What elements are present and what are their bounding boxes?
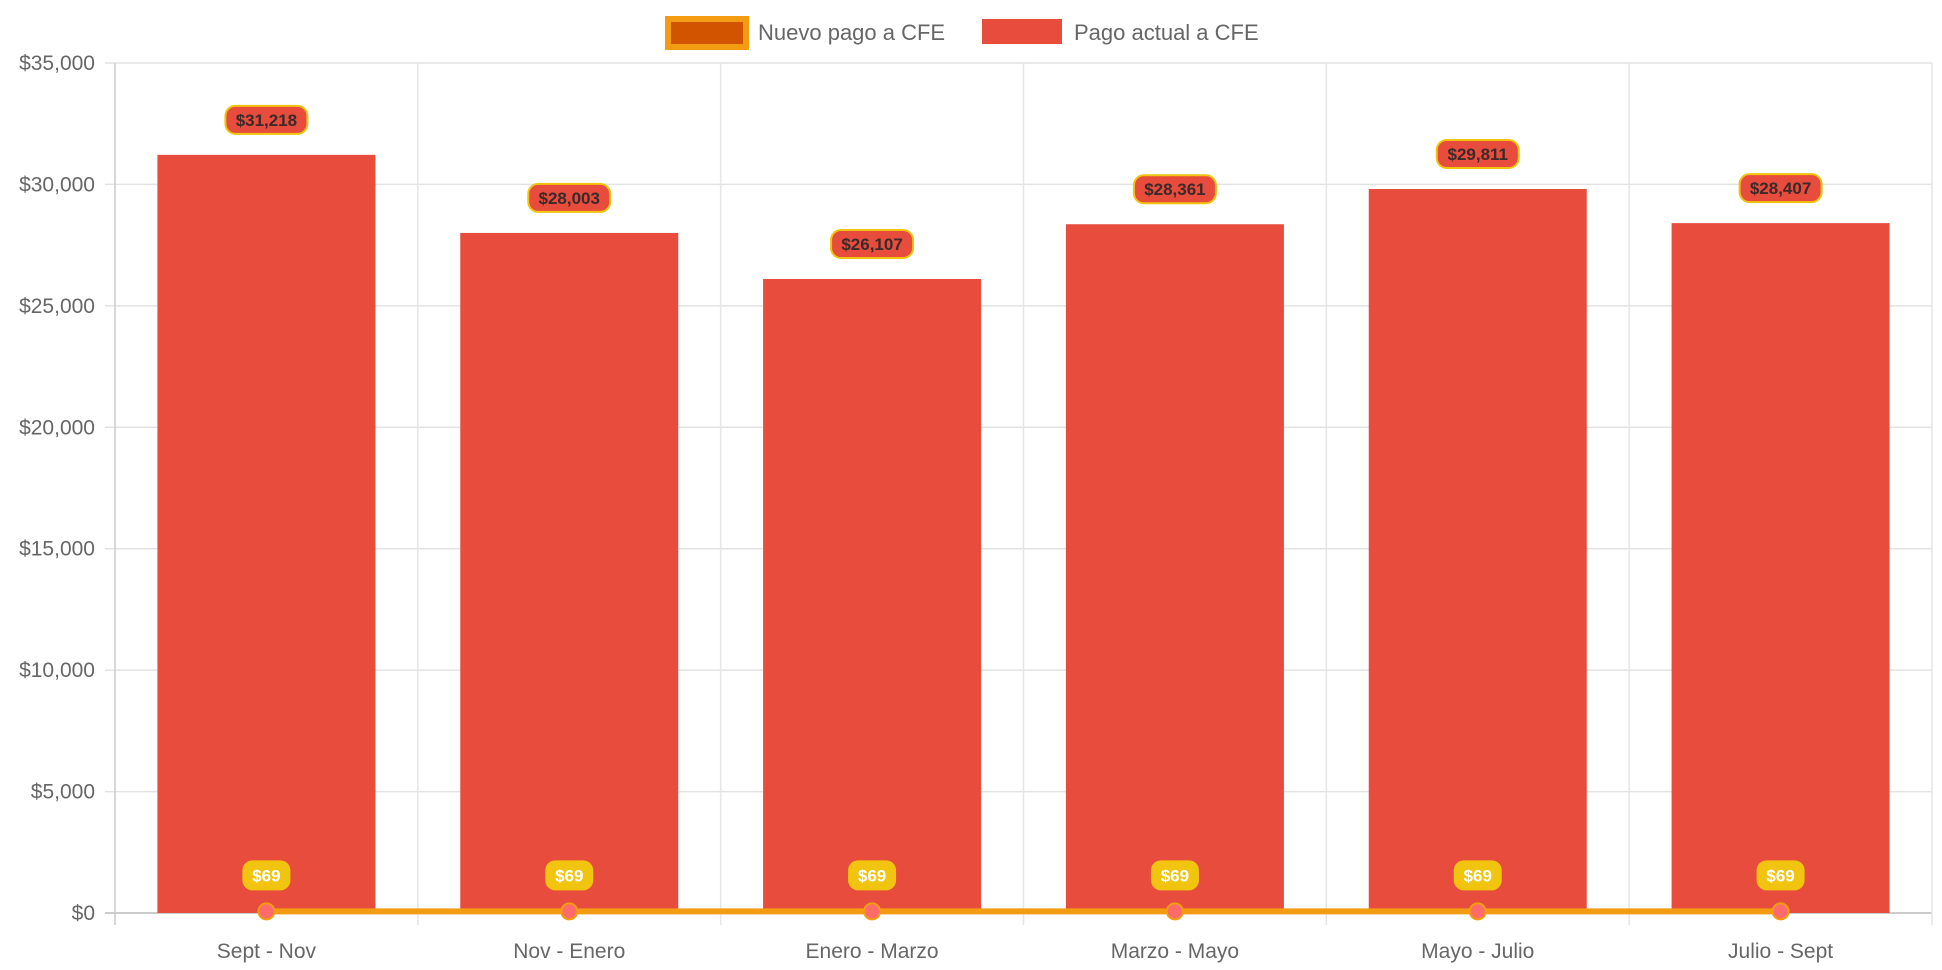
x-tick-label: Enero - Marzo: [806, 940, 939, 963]
line-value-label: $69: [858, 866, 886, 885]
line-point: [560, 902, 579, 921]
line-point: [1468, 902, 1487, 921]
line-value-label: $69: [252, 866, 280, 885]
line-point: [257, 902, 276, 921]
bar: [460, 232, 679, 914]
bar-value-label: $28,407: [1750, 179, 1811, 198]
y-tick-label: $5,000: [31, 781, 95, 804]
bar-value-label: $31,218: [236, 111, 297, 130]
line-point: [1165, 902, 1184, 921]
y-tick-label: $0: [72, 902, 95, 925]
x-tick-label: Mayo - Julio: [1421, 940, 1534, 963]
y-axis: $0 $5,000 $10,000 $15,000 $20,000 $25,000 $30,…: [19, 52, 95, 925]
bar-value-label: $28,003: [539, 189, 600, 208]
y-tick-label: $35,000: [19, 52, 95, 75]
bar-label-badge: [527, 182, 612, 213]
bar-value-label: $29,811: [1447, 145, 1508, 164]
bar-label-badge: [1738, 173, 1823, 204]
bar: [1065, 224, 1284, 914]
legend-swatch-nuevo-pago: [665, 16, 749, 50]
line-label-badge: [848, 860, 897, 891]
legend-label-nuevo-pago: Nuevo pago a CFE: [758, 20, 945, 45]
y-tick-label: $15,000: [19, 538, 95, 561]
x-tick-label: Sept - Nov: [217, 940, 317, 963]
legend-item-pago-actual[interactable]: Pago actual a CFE: [982, 19, 1259, 45]
line-series: [257, 902, 1790, 921]
bar-value-label: $26,107: [841, 235, 902, 254]
line-label-badge: [1150, 860, 1199, 891]
line-label-badge: [545, 860, 594, 891]
data-labels: $31,218 $28,003 $26,107 $28,361 $29,811 $28,4…: [224, 104, 1823, 891]
bar: [763, 278, 982, 913]
grid: [105, 62, 1933, 925]
y-tick-label: $25,000: [19, 295, 95, 318]
line-point: [863, 902, 882, 921]
line-value-label: $69: [555, 866, 583, 885]
bar-value-label: $28,361: [1144, 180, 1205, 199]
legend-swatch-pago-actual: [982, 19, 1062, 44]
bar-label-badge: [1435, 139, 1520, 170]
x-tick-label: Julio - Sept: [1728, 940, 1833, 963]
y-tick-label: $30,000: [19, 173, 95, 196]
bar-label-badge: [830, 228, 915, 259]
legend: Nuevo pago a CFE Pago actual a CFE: [665, 16, 1259, 50]
y-tick-label: $10,000: [19, 659, 95, 682]
bar: [157, 154, 376, 913]
x-tick-label: Nov - Enero: [513, 940, 625, 963]
line-value-label: $69: [1161, 866, 1189, 885]
line-value-label: $69: [1464, 866, 1492, 885]
bar-label-badge: [224, 104, 309, 135]
line-label-badge: [1756, 860, 1805, 891]
bars: [157, 154, 1890, 914]
line-value-label: $69: [1766, 866, 1794, 885]
line-point: [1771, 902, 1790, 921]
legend-label-pago-actual: Pago actual a CFE: [1074, 20, 1259, 45]
x-tick-label: Marzo - Mayo: [1111, 940, 1239, 963]
bar-label-badge: [1132, 174, 1217, 205]
legend-item-nuevo-pago[interactable]: Nuevo pago a CFE: [665, 16, 945, 50]
bar: [1368, 189, 1587, 914]
y-tick-label: $20,000: [19, 416, 95, 439]
line-label-badge: [242, 860, 291, 891]
bar: [1671, 223, 1890, 913]
x-axis: Sept - Nov Nov - Enero Enero - Marzo Marzo …: [217, 940, 1833, 963]
line-label-badge: [1453, 860, 1502, 891]
